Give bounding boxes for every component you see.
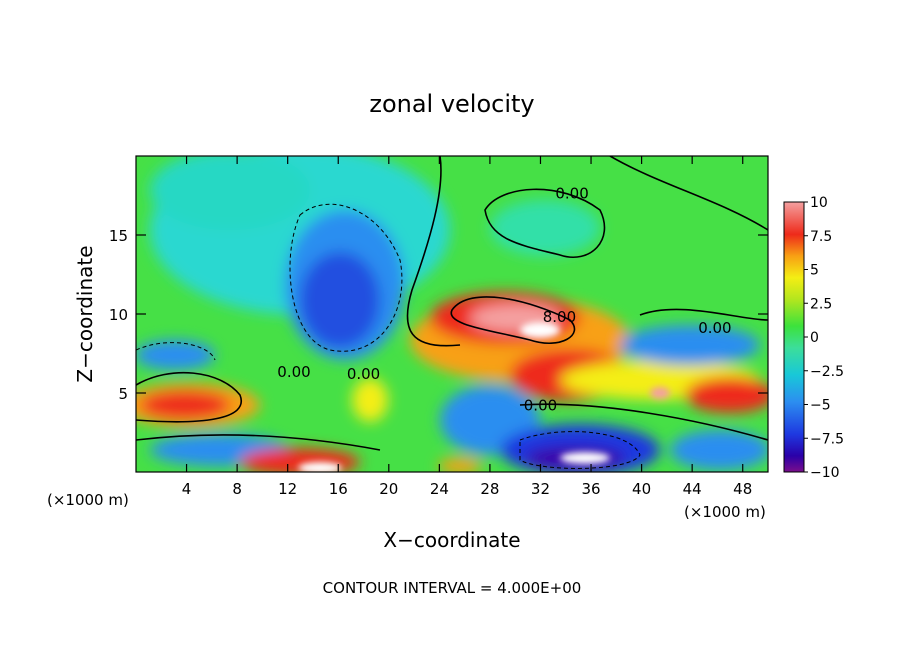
x-tick-label: 44 (683, 480, 702, 498)
x-tick-label: 20 (379, 480, 398, 498)
contour-label: 8.00 (543, 308, 576, 326)
y-tick-label: 5 (118, 385, 128, 403)
colorbar-tick-label: 10 (810, 195, 828, 211)
x-tick-label: 16 (329, 480, 348, 498)
x-axis-ticks: 4 8 12 16 20 24 28 32 36 40 44 48 (182, 156, 752, 498)
x-tick-label: 36 (581, 480, 600, 498)
x-tick-label: 12 (278, 480, 297, 498)
y-axis-label: Z−coordinate (73, 245, 97, 382)
colorbar-tick-label: −7.5 (810, 431, 844, 447)
colorbar-tick-label: 5 (810, 263, 819, 279)
colorbar-tick-label: 7.5 (810, 229, 832, 245)
x-unit-right: (×1000 m) (684, 503, 766, 521)
x-unit-left: (×1000 m) (47, 491, 129, 509)
contour-labels: 0.00 0.00 8.00 0.00 0.00 0.00 (277, 185, 731, 415)
x-tick-label: 40 (632, 480, 651, 498)
x-tick-label: 24 (430, 480, 449, 498)
x-tick-label: 28 (480, 480, 499, 498)
chart-title: zonal velocity (369, 90, 534, 118)
y-axis-ticks: 5 10 15 (109, 227, 768, 403)
colorbar-tick-label: −10 (810, 465, 840, 481)
y-tick-label: 15 (109, 227, 128, 245)
colorbar-ticks: 10 7.5 5 2.5 0 −2.5 −5 −7.5 −10 (804, 195, 844, 481)
contour-label: 0.00 (277, 363, 310, 381)
contour-label: 0.00 (347, 365, 380, 383)
colorbar-tick-label: −5 (810, 398, 831, 414)
contour-label: 0.00 (555, 185, 588, 203)
x-tick-label: 8 (232, 480, 242, 498)
contour-label: 0.00 (524, 396, 557, 414)
x-tick-label: 32 (531, 480, 550, 498)
x-tick-label: 4 (182, 480, 192, 498)
colorbar (783, 201, 805, 473)
colorbar-tick-label: 0 (810, 330, 819, 346)
colorbar-tick-label: 2.5 (810, 296, 832, 312)
x-tick-label: 48 (733, 480, 752, 498)
contour-label: 0.00 (698, 319, 731, 337)
x-axis-label: X−coordinate (383, 528, 520, 552)
colorbar-tick-label: −2.5 (810, 364, 844, 380)
contour-interval-note: CONTOUR INTERVAL = 4.000E+00 (323, 579, 582, 597)
y-tick-label: 10 (109, 306, 128, 324)
plot-area (136, 156, 768, 472)
